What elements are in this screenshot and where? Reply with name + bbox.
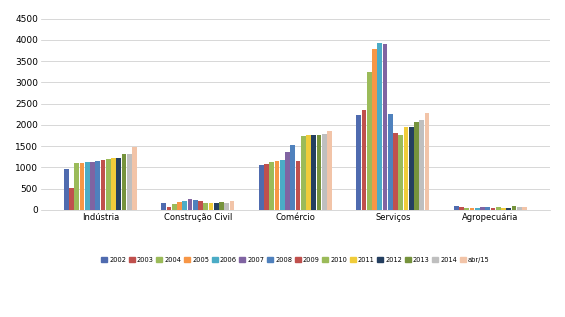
Bar <box>490 208 496 210</box>
Bar <box>322 134 327 210</box>
Bar <box>208 203 214 210</box>
Bar <box>177 202 182 210</box>
Bar <box>264 164 269 210</box>
Bar <box>362 110 366 210</box>
Bar <box>203 203 208 210</box>
Bar <box>132 146 137 210</box>
Bar <box>285 152 290 210</box>
Bar <box>95 161 100 210</box>
Bar <box>414 122 419 210</box>
Bar <box>377 43 382 210</box>
Bar <box>127 154 132 210</box>
Bar <box>280 160 285 210</box>
Bar <box>393 133 398 210</box>
Bar <box>485 207 490 210</box>
Bar <box>383 44 388 210</box>
Bar <box>229 201 234 210</box>
Bar <box>470 208 475 210</box>
Bar <box>224 203 229 210</box>
Legend: 2002, 2003, 2004, 2005, 2006, 2007, 2008, 2009, 2010, 2011, 2012, 2013, 2014, ab: 2002, 2003, 2004, 2005, 2006, 2007, 2008… <box>100 255 491 264</box>
Bar <box>85 162 90 210</box>
Bar <box>501 208 506 210</box>
Bar <box>459 207 464 210</box>
Bar <box>475 208 480 210</box>
Bar <box>116 158 121 210</box>
Bar <box>367 72 372 210</box>
Bar <box>464 208 469 210</box>
Bar <box>162 203 166 210</box>
Bar <box>182 201 187 210</box>
Bar <box>517 207 521 210</box>
Bar <box>259 165 264 210</box>
Bar <box>357 115 361 210</box>
Bar <box>454 206 459 210</box>
Bar <box>167 206 171 210</box>
Bar <box>106 159 111 210</box>
Bar <box>80 163 84 210</box>
Bar <box>69 188 74 210</box>
Bar <box>198 201 203 210</box>
Bar <box>522 206 527 210</box>
Bar <box>316 135 321 210</box>
Bar <box>398 135 403 210</box>
Bar <box>425 113 429 210</box>
Bar <box>496 207 501 210</box>
Bar <box>506 208 511 210</box>
Bar <box>75 163 79 210</box>
Bar <box>419 120 424 210</box>
Bar <box>121 154 127 210</box>
Bar <box>64 169 68 210</box>
Bar <box>193 200 198 210</box>
Bar <box>306 135 311 210</box>
Bar <box>275 161 279 210</box>
Bar <box>214 203 219 210</box>
Bar <box>188 199 192 210</box>
Bar <box>111 158 116 210</box>
Bar <box>409 126 414 210</box>
Bar <box>101 160 106 210</box>
Bar <box>311 135 316 210</box>
Bar <box>290 145 295 210</box>
Bar <box>512 206 516 210</box>
Bar <box>172 204 177 210</box>
Bar <box>219 202 224 210</box>
Bar <box>480 207 485 210</box>
Bar <box>301 136 306 210</box>
Bar <box>372 49 377 210</box>
Bar <box>388 114 393 210</box>
Bar <box>270 162 274 210</box>
Bar <box>295 161 301 210</box>
Bar <box>403 126 408 210</box>
Bar <box>90 162 95 210</box>
Bar <box>327 131 332 210</box>
